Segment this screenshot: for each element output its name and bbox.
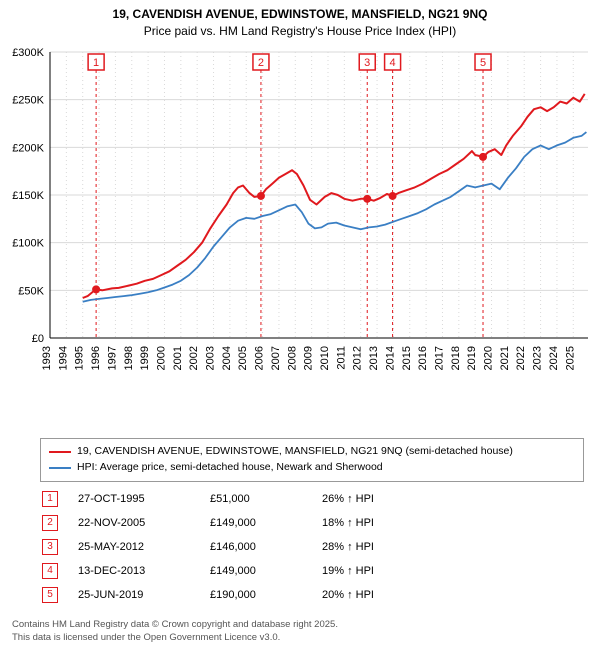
svg-text:2024: 2024 — [548, 346, 560, 370]
svg-text:2012: 2012 — [352, 346, 364, 370]
sales-row: 2 22-NOV-2005£149,00018% ↑ HPI — [42, 512, 374, 534]
svg-text:£300K: £300K — [12, 47, 44, 59]
svg-text:1997: 1997 — [106, 346, 118, 370]
sale-price: £51,000 — [210, 488, 320, 510]
svg-text:5: 5 — [480, 57, 486, 69]
sale-price: £146,000 — [210, 536, 320, 558]
svg-text:2018: 2018 — [450, 346, 462, 370]
svg-text:2000: 2000 — [155, 346, 167, 370]
legend-swatch-2 — [49, 467, 71, 469]
svg-text:2016: 2016 — [417, 346, 429, 370]
sales-table: 1 27-OCT-1995£51,00026% ↑ HPI 2 22-NOV-2005… — [40, 486, 376, 608]
svg-text:2011: 2011 — [335, 346, 347, 370]
svg-text:2019: 2019 — [466, 346, 478, 370]
svg-text:2023: 2023 — [532, 346, 544, 370]
svg-text:2008: 2008 — [286, 346, 298, 370]
svg-text:2014: 2014 — [384, 346, 396, 370]
svg-text:1998: 1998 — [123, 346, 135, 370]
svg-text:2001: 2001 — [172, 346, 184, 370]
svg-text:£150K: £150K — [12, 190, 44, 202]
sales-row: 4 13-DEC-2013£149,00019% ↑ HPI — [42, 560, 374, 582]
svg-text:2003: 2003 — [205, 346, 217, 370]
sale-date: 25-MAY-2012 — [78, 536, 208, 558]
svg-text:2006: 2006 — [254, 346, 266, 370]
svg-text:2013: 2013 — [368, 346, 380, 370]
svg-text:3: 3 — [364, 57, 370, 69]
svg-text:£50K: £50K — [18, 285, 44, 297]
sale-date: 27-OCT-1995 — [78, 488, 208, 510]
svg-text:4: 4 — [390, 57, 396, 69]
svg-text:£250K: £250K — [12, 95, 44, 107]
legend-label-1: 19, CAVENDISH AVENUE, EDWINSTOWE, MANSFI… — [77, 444, 513, 460]
svg-text:£0: £0 — [32, 333, 44, 345]
svg-text:2010: 2010 — [319, 346, 331, 370]
sale-price: £190,000 — [210, 584, 320, 606]
svg-text:£100K: £100K — [12, 238, 44, 250]
svg-text:1996: 1996 — [90, 346, 102, 370]
sales-row: 5 25-JUN-2019£190,00020% ↑ HPI — [42, 584, 374, 606]
svg-text:1995: 1995 — [74, 346, 86, 370]
sale-date: 25-JUN-2019 — [78, 584, 208, 606]
sales-row: 1 27-OCT-1995£51,00026% ↑ HPI — [42, 488, 374, 510]
svg-text:1994: 1994 — [57, 346, 69, 370]
svg-text:2022: 2022 — [515, 346, 527, 370]
footnote-line1: Contains HM Land Registry data © Crown c… — [12, 619, 338, 630]
svg-text:2: 2 — [258, 57, 264, 69]
footnote: Contains HM Land Registry data © Crown c… — [12, 619, 338, 644]
sale-diff: 19% ↑ HPI — [322, 560, 374, 582]
svg-text:2005: 2005 — [237, 346, 249, 370]
sale-diff: 26% ↑ HPI — [322, 488, 374, 510]
svg-text:2025: 2025 — [564, 346, 576, 370]
sale-date: 13-DEC-2013 — [78, 560, 208, 582]
svg-text:2017: 2017 — [433, 346, 445, 370]
sale-marker-icon: 2 — [42, 515, 58, 531]
sale-price: £149,000 — [210, 512, 320, 534]
svg-text:£200K: £200K — [12, 142, 44, 154]
svg-text:2002: 2002 — [188, 346, 200, 370]
legend-swatch-1 — [49, 451, 71, 453]
chart-title-line2: Price paid vs. HM Land Registry's House … — [0, 24, 600, 42]
legend-item-1: 19, CAVENDISH AVENUE, EDWINSTOWE, MANSFI… — [49, 444, 575, 460]
svg-text:2004: 2004 — [221, 346, 233, 370]
chart-title-line1: 19, CAVENDISH AVENUE, EDWINSTOWE, MANSFI… — [0, 0, 600, 24]
sale-diff: 20% ↑ HPI — [322, 584, 374, 606]
svg-text:2015: 2015 — [401, 346, 413, 370]
sale-price: £149,000 — [210, 560, 320, 582]
sale-marker-icon: 1 — [42, 491, 58, 507]
svg-text:1: 1 — [93, 57, 99, 69]
svg-text:2007: 2007 — [270, 346, 282, 370]
svg-text:2009: 2009 — [303, 346, 315, 370]
sale-marker-icon: 5 — [42, 587, 58, 603]
svg-text:2021: 2021 — [499, 346, 511, 370]
footnote-line2: This data is licensed under the Open Gov… — [12, 632, 280, 643]
svg-text:1999: 1999 — [139, 346, 151, 370]
sale-marker-icon: 4 — [42, 563, 58, 579]
line-chart-svg: £0 £50K £100K £150K £200K £250K £300K 1993 1994 1… — [0, 46, 600, 398]
legend-box: 19, CAVENDISH AVENUE, EDWINSTOWE, MANSFI… — [40, 438, 584, 482]
sale-date: 22-NOV-2005 — [78, 512, 208, 534]
sales-row: 3 25-MAY-2012£146,00028% ↑ HPI — [42, 536, 374, 558]
svg-text:1993: 1993 — [41, 346, 53, 370]
legend-item-2: HPI: Average price, semi-detached house,… — [49, 460, 575, 476]
sale-diff: 18% ↑ HPI — [322, 512, 374, 534]
sale-diff: 28% ↑ HPI — [322, 536, 374, 558]
sale-marker-icon: 3 — [42, 539, 58, 555]
legend-label-2: HPI: Average price, semi-detached house,… — [77, 460, 383, 476]
svg-text:2020: 2020 — [483, 346, 495, 370]
chart-area: £0 £50K £100K £150K £200K £250K £300K 1993 1994 1… — [0, 46, 600, 398]
